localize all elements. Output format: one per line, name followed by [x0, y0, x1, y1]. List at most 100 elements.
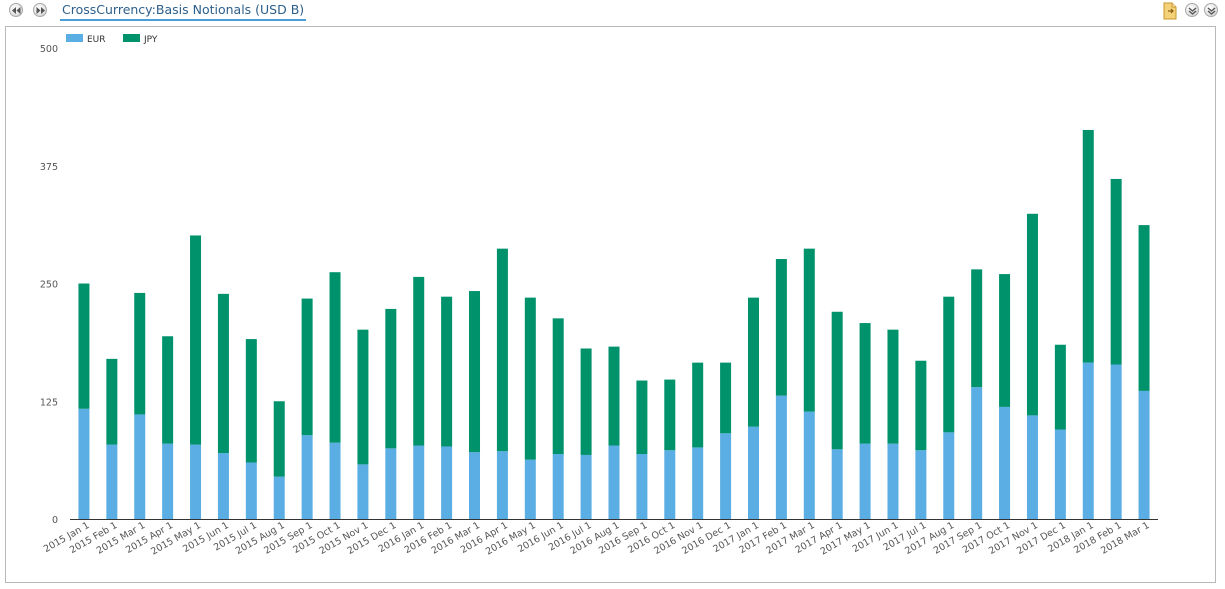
bar-eur[interactable] — [720, 433, 732, 519]
bar-eur[interactable] — [301, 435, 313, 519]
bar-eur[interactable] — [803, 411, 815, 519]
bar-eur[interactable] — [1026, 415, 1038, 519]
bar-jpy[interactable] — [664, 379, 676, 451]
bar-jpy[interactable] — [301, 298, 313, 436]
bar-jpy[interactable] — [162, 336, 174, 444]
bar-jpy[interactable] — [608, 346, 620, 446]
bar-eur[interactable] — [831, 449, 843, 519]
bar-jpy[interactable] — [831, 311, 843, 450]
y-tick-label: 500 — [40, 44, 58, 55]
title-bar: CrossCurrency:Basis Notionals (USD B) — [0, 0, 1225, 24]
bar-eur[interactable] — [441, 446, 453, 519]
export-button[interactable] — [1162, 2, 1178, 24]
chart-title-tab[interactable]: CrossCurrency:Basis Notionals (USD B) — [60, 1, 307, 21]
bar-eur[interactable] — [692, 447, 704, 519]
bar-jpy[interactable] — [1138, 225, 1150, 391]
bar-eur[interactable] — [1054, 429, 1066, 519]
expand-icon — [1207, 7, 1216, 15]
bar-jpy[interactable] — [999, 274, 1011, 407]
bar-eur[interactable] — [190, 444, 202, 519]
bar-eur[interactable] — [580, 454, 592, 519]
rewind-button[interactable] — [9, 3, 23, 17]
bar-eur[interactable] — [859, 443, 871, 519]
bar-jpy[interactable] — [1026, 213, 1038, 416]
bar-eur[interactable] — [413, 445, 425, 519]
bar-eur[interactable] — [608, 445, 620, 519]
bars — [78, 129, 1150, 519]
bar-jpy[interactable] — [441, 296, 453, 447]
bar-jpy[interactable] — [915, 360, 927, 451]
legend: EUR JPY — [66, 34, 158, 45]
y-tick-label: 250 — [40, 280, 58, 291]
bar-eur[interactable] — [999, 406, 1011, 519]
bar-jpy[interactable] — [971, 269, 983, 388]
bar-eur[interactable] — [524, 459, 536, 519]
bar-eur[interactable] — [496, 451, 508, 519]
bar-eur[interactable] — [78, 408, 90, 519]
collapse-button[interactable] — [1185, 3, 1199, 17]
bar-jpy[interactable] — [134, 292, 146, 415]
legend-swatch-jpy — [123, 34, 140, 42]
bar-jpy[interactable] — [552, 318, 564, 454]
bar-eur[interactable] — [134, 414, 146, 519]
bar-jpy[interactable] — [496, 248, 508, 452]
bar-jpy[interactable] — [1110, 178, 1122, 365]
bar-eur[interactable] — [943, 432, 955, 519]
bar-eur[interactable] — [775, 395, 787, 519]
y-tick-label: 0 — [52, 515, 58, 526]
bar-jpy[interactable] — [190, 235, 202, 445]
bar-eur[interactable] — [469, 452, 481, 519]
bar-jpy[interactable] — [469, 291, 481, 453]
bar-jpy[interactable] — [106, 358, 118, 445]
bar-jpy[interactable] — [580, 348, 592, 455]
bar-jpy[interactable] — [329, 272, 341, 443]
bar-jpy[interactable] — [887, 329, 899, 444]
chart-panel: EUR JPY 0 125 250 375 500 2015 Jan 1 2015 Feb … — [5, 26, 1216, 583]
bar-eur[interactable] — [1110, 364, 1122, 519]
bar-eur[interactable] — [747, 426, 759, 519]
fast-forward-button[interactable] — [33, 3, 47, 17]
bar-eur[interactable] — [664, 450, 676, 519]
bar-eur[interactable] — [971, 387, 983, 519]
bar-eur[interactable] — [329, 442, 341, 519]
bar-eur[interactable] — [1082, 362, 1094, 519]
bar-jpy[interactable] — [692, 362, 704, 448]
legend-label-eur: EUR — [87, 35, 106, 45]
bar-eur[interactable] — [915, 450, 927, 519]
bar-jpy[interactable] — [636, 380, 648, 455]
legend-swatch-eur — [66, 34, 83, 42]
bar-jpy[interactable] — [943, 296, 955, 433]
bar-jpy[interactable] — [775, 259, 787, 396]
bar-eur[interactable] — [385, 448, 397, 519]
bar-jpy[interactable] — [1054, 344, 1066, 430]
bar-jpy[interactable] — [385, 308, 397, 449]
bar-jpy[interactable] — [1082, 129, 1094, 363]
bar-jpy[interactable] — [413, 276, 425, 446]
bar-jpy[interactable] — [720, 362, 732, 434]
expand-button[interactable] — [1204, 3, 1218, 17]
bar-jpy[interactable] — [357, 329, 369, 465]
bar-eur[interactable] — [552, 454, 564, 519]
bar-jpy[interactable] — [245, 339, 257, 463]
bar-jpy[interactable] — [217, 293, 229, 454]
bar-eur[interactable] — [217, 453, 229, 519]
bar-jpy[interactable] — [273, 401, 285, 477]
fast-forward-icon — [36, 7, 45, 14]
bar-eur[interactable] — [106, 444, 118, 519]
bar-jpy[interactable] — [747, 297, 759, 427]
bar-jpy[interactable] — [524, 297, 536, 460]
bar-eur[interactable] — [887, 443, 899, 519]
bar-jpy[interactable] — [803, 248, 815, 412]
y-axis: 0 125 250 375 500 — [40, 44, 58, 526]
bar-eur[interactable] — [357, 464, 369, 519]
bar-eur[interactable] — [636, 454, 648, 519]
bar-jpy[interactable] — [78, 283, 90, 409]
bar-jpy[interactable] — [859, 323, 871, 444]
bar-eur[interactable] — [273, 476, 285, 519]
bar-eur[interactable] — [162, 443, 174, 519]
y-tick-label: 375 — [40, 162, 58, 173]
bar-eur[interactable] — [245, 462, 257, 519]
bar-eur[interactable] — [1138, 390, 1150, 519]
